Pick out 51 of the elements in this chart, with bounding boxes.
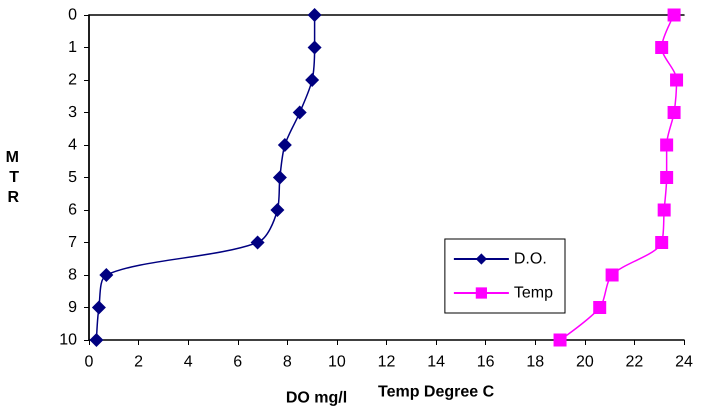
y-tick-label: 3 [68,104,78,121]
point [658,204,671,216]
point [92,300,106,314]
x-tick-label: 6 [233,354,242,370]
point [270,203,284,217]
point [668,8,681,22]
x-tick-label: 14 [427,354,446,370]
point [99,268,114,282]
legend-label: Temp [514,284,554,302]
y-tick-label: 5 [68,169,78,186]
point [655,236,668,249]
point [655,41,668,54]
y-axis-title: MTR [6,149,20,206]
y-tick-label: 4 [68,136,78,154]
y-tick-label: 8 [68,266,78,284]
point [554,334,567,346]
point [606,268,619,282]
legend-label: D.O. [514,250,547,268]
x-tick-label: 16 [476,354,495,370]
point [670,74,684,86]
x-tick-label: 2 [134,354,144,370]
x-tick-label: 0 [84,354,94,370]
point [593,301,606,314]
y-tick-label: 1 [68,39,78,56]
point [660,138,674,152]
y-tick-label: 6 [68,202,78,218]
point [250,236,265,250]
point [660,171,674,184]
y-tick-label: 2 [68,72,78,88]
x-tick-label: 24 [675,354,693,370]
point [272,170,287,184]
x-tick-label: 4 [184,354,193,370]
x-tick-label: 8 [282,354,292,370]
point [278,138,292,152]
x-tick-label: 10 [328,354,346,370]
point [308,40,322,54]
point [89,333,104,347]
x-tick-label: 22 [626,354,644,370]
y-tick-label: 9 [68,299,78,316]
point [305,73,320,87]
point [668,106,681,119]
text: Temp Degree C [378,384,495,400]
y-tick-label: 7 [68,234,78,251]
x-axis-title: DO mg/l [286,390,348,406]
y-tick-label: 10 [59,332,78,348]
x-tick-label: 18 [526,354,544,370]
y-tick-label: 0 [68,6,78,24]
x-tick-label: 20 [576,354,594,370]
point [308,8,322,22]
x-tick-label: 12 [378,354,396,370]
point [292,106,307,120]
